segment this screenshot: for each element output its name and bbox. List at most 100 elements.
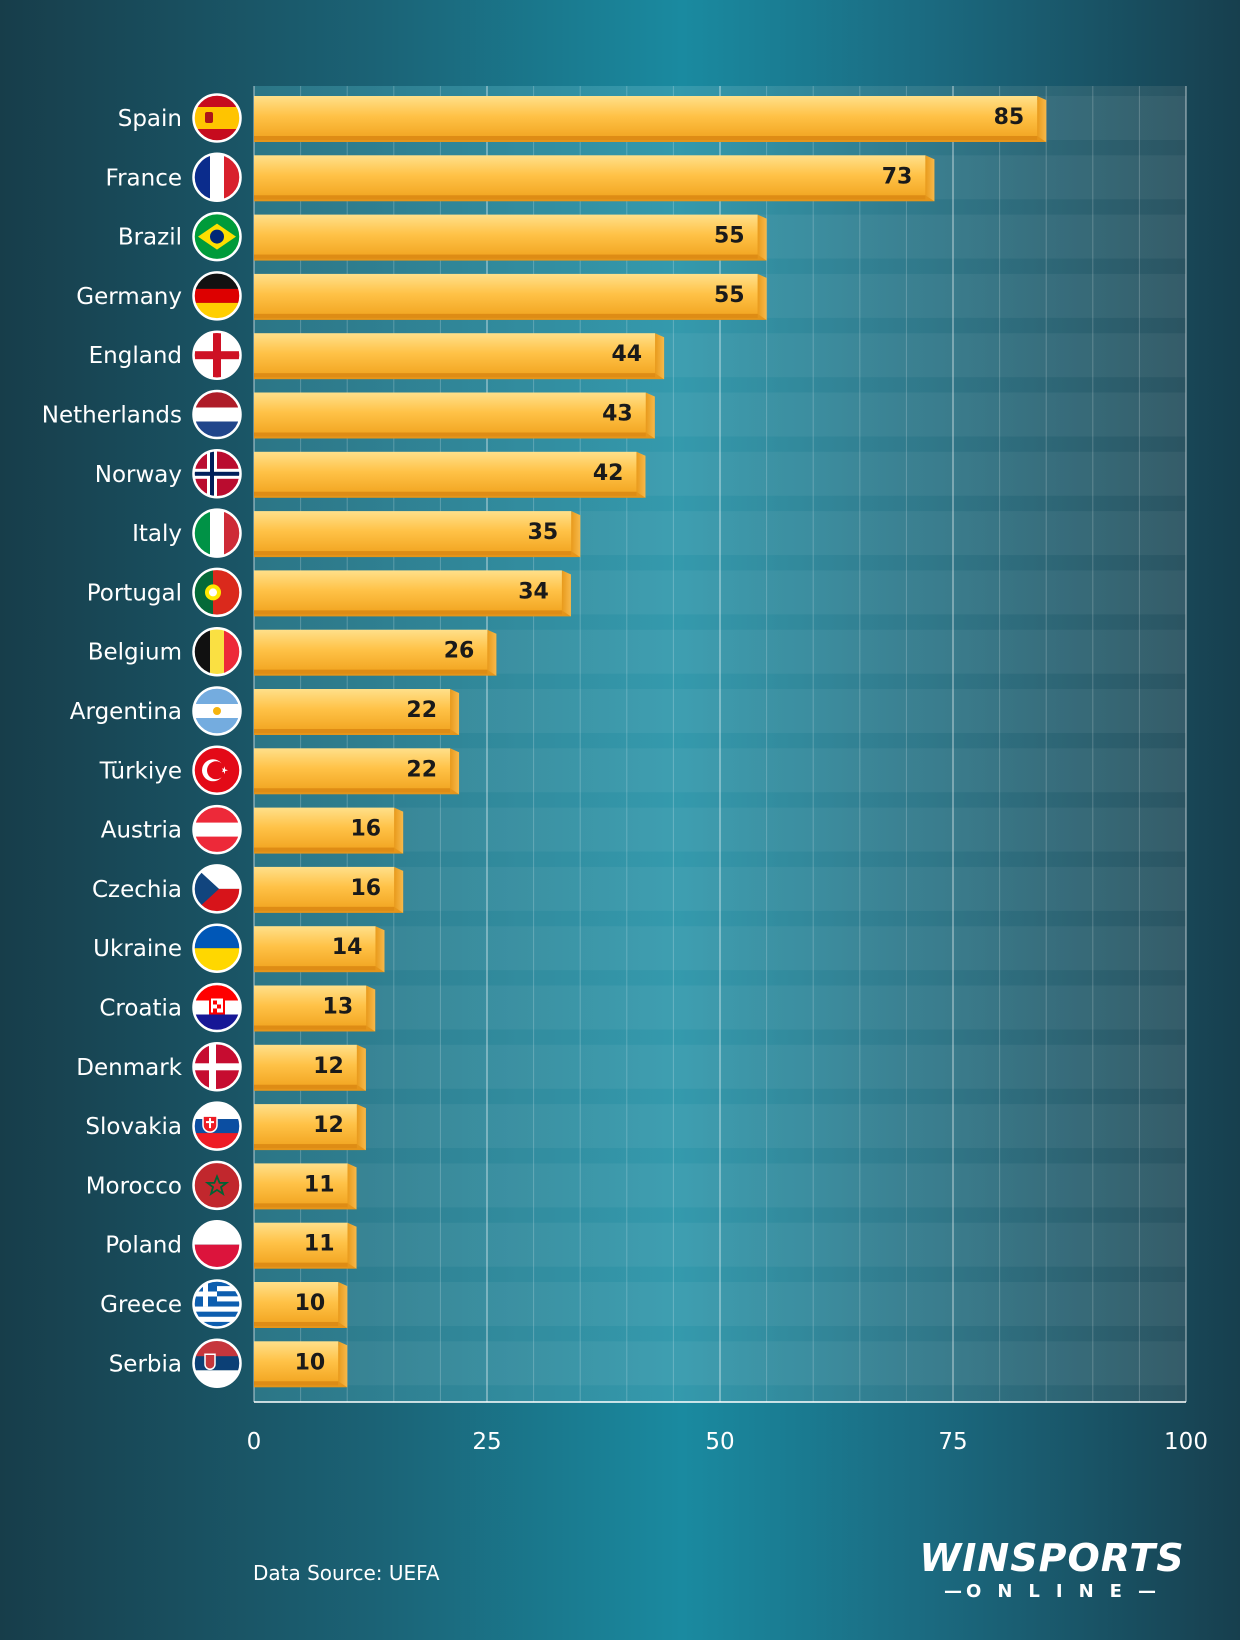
row-stripe — [254, 1341, 1186, 1386]
category-label: Poland — [105, 1233, 182, 1259]
bar-brazil — [254, 214, 767, 261]
x-tick-label: 75 — [938, 1429, 967, 1455]
bar-morocco — [254, 1163, 357, 1210]
spain-flag-icon — [192, 93, 242, 143]
bar-spain — [254, 96, 1047, 142]
bar-croatia — [254, 985, 376, 1032]
bar-value-label: 73 — [882, 164, 913, 189]
brazil-flag-icon — [192, 211, 242, 262]
bar-argentina — [254, 689, 460, 735]
ukraine-flag-icon — [192, 923, 242, 973]
greece-flag-icon — [192, 1279, 242, 1329]
morocco-flag-icon — [192, 1160, 242, 1211]
bar-france — [254, 155, 935, 202]
logo-main-text: WINSPORTS — [919, 1536, 1185, 1580]
x-tick-label: 50 — [705, 1429, 734, 1455]
bar-value-label: 13 — [323, 995, 354, 1020]
category-label: Brazil — [118, 225, 182, 251]
category-label: Portugal — [87, 580, 182, 606]
row-stripe — [254, 807, 1186, 852]
italy-flag-icon — [192, 508, 242, 558]
row-stripe — [254, 1104, 1186, 1149]
category-label: Croatia — [99, 996, 182, 1022]
bar-value-label: 85 — [994, 105, 1025, 130]
bar-serbia — [254, 1341, 348, 1388]
bar-value-label: 10 — [295, 1291, 326, 1316]
bar-value-label: 35 — [528, 520, 559, 545]
flags — [192, 93, 242, 1389]
category-label: Greece — [100, 1292, 182, 1318]
bar-value-label: 22 — [406, 698, 437, 723]
row-stripe — [254, 1282, 1186, 1326]
germany-flag-icon — [192, 271, 242, 321]
netherlands-flag-icon — [192, 389, 242, 440]
belgium-flag-icon — [192, 626, 242, 677]
category-label: Türkiye — [99, 758, 182, 784]
row-stripe — [254, 1222, 1186, 1267]
category-labels: Spain France Brazil Germany England Netherlan… — [42, 106, 183, 1377]
category-label: Italy — [132, 521, 182, 547]
portugal-flag-icon — [192, 567, 242, 618]
category-label: England — [89, 343, 182, 369]
bar-belgium — [254, 629, 497, 676]
serbia-flag-icon — [192, 1338, 242, 1389]
row-stripe — [254, 866, 1186, 911]
poland-flag-icon — [192, 1219, 242, 1270]
category-label: Denmark — [76, 1055, 182, 1081]
bar-czechia — [254, 866, 404, 913]
norway-flag-icon — [192, 449, 242, 499]
row-stripe — [254, 985, 1186, 1030]
category-label: Slovakia — [85, 1114, 182, 1140]
bar-greece — [254, 1282, 348, 1328]
austria-flag-icon — [192, 804, 242, 855]
category-label: Austria — [101, 818, 182, 844]
bar-value-label: 26 — [444, 639, 475, 664]
france-flag-icon — [192, 152, 242, 203]
x-tick-label: 100 — [1164, 1429, 1208, 1455]
category-label: Czechia — [92, 877, 182, 903]
bar-germany — [254, 273, 767, 320]
bar-value-label: 55 — [714, 283, 745, 308]
bar-poland — [254, 1222, 357, 1269]
bar-england — [254, 333, 665, 380]
bar-norway — [254, 451, 646, 498]
category-label: Germany — [76, 284, 182, 310]
bar-value-label: 34 — [518, 579, 549, 604]
bar-value-label: 44 — [611, 342, 642, 367]
czechia-flag-icon — [192, 864, 242, 914]
category-label: France — [106, 165, 182, 191]
bar-denmark — [254, 1044, 366, 1091]
bar-value-label: 12 — [313, 1113, 344, 1138]
bar-netherlands — [254, 392, 655, 439]
category-label: Norway — [95, 462, 182, 488]
bar-value-label: 14 — [332, 935, 363, 960]
row-stripe — [254, 926, 1186, 971]
category-label: Ukraine — [93, 936, 182, 962]
bar-austria — [254, 807, 404, 854]
logo-sub-text: ONLINE — [912, 1580, 1192, 1604]
bar-slovakia — [254, 1104, 366, 1151]
croatia-flag-icon — [192, 982, 242, 1033]
bar-value-label: 16 — [350, 876, 381, 901]
bar-value-label: 42 — [593, 461, 624, 486]
category-label: Serbia — [109, 1351, 182, 1377]
category-label: Morocco — [86, 1173, 182, 1199]
bar-ukraine — [254, 926, 385, 973]
category-label: Argentina — [70, 699, 182, 725]
category-label: Netherlands — [42, 403, 182, 429]
data-source-label: Data Source: UEFA — [253, 1561, 440, 1585]
argentina-flag-icon — [192, 686, 242, 736]
row-stripe — [254, 1044, 1186, 1089]
turkiye-flag-icon — [192, 745, 242, 796]
bar-value-label: 43 — [602, 402, 633, 427]
bar-türkiye — [254, 748, 460, 795]
bar-value-label: 22 — [406, 757, 437, 782]
bar-value-label: 11 — [304, 1172, 335, 1197]
england-flag-icon — [192, 330, 242, 380]
category-label: Belgium — [88, 640, 182, 666]
bar-value-label: 12 — [313, 1054, 344, 1079]
row-stripe — [254, 1163, 1186, 1208]
category-label: Spain — [118, 106, 182, 132]
winsports-logo: WINSPORTS ONLINE — [912, 1538, 1192, 1608]
